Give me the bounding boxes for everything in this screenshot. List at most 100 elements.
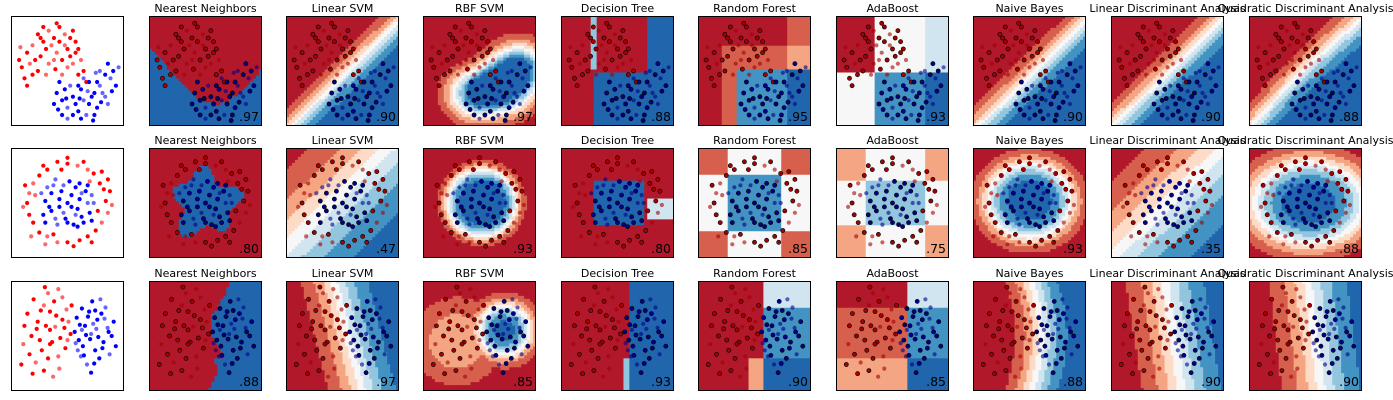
surface-cell bbox=[291, 30, 296, 35]
surface-cell bbox=[479, 111, 484, 115]
surface-cell bbox=[587, 84, 592, 88]
surface-cell bbox=[581, 123, 586, 126]
surface-cell bbox=[449, 96, 454, 100]
surface-cell bbox=[563, 105, 568, 109]
surface-cell bbox=[226, 30, 230, 35]
surface-cell bbox=[563, 75, 568, 80]
surface-cell bbox=[178, 66, 183, 71]
surface-cell bbox=[351, 87, 355, 91]
surface-cell bbox=[437, 69, 442, 74]
surface-cell bbox=[318, 81, 323, 85]
surface-cell bbox=[244, 114, 248, 118]
surface-cell bbox=[473, 36, 478, 41]
surface-cell bbox=[345, 123, 350, 126]
panel-rbf-svm-row-1: RBF SVM.97 bbox=[423, 2, 536, 126]
surface-cell bbox=[387, 78, 391, 82]
surface-cell bbox=[250, 108, 254, 112]
surface-cell bbox=[312, 117, 317, 121]
surface-cell bbox=[425, 54, 430, 59]
surface-cell bbox=[220, 84, 224, 88]
surface-cell bbox=[434, 51, 439, 56]
surface-cell bbox=[476, 108, 481, 112]
surface-cell bbox=[360, 36, 364, 41]
surface-cell bbox=[187, 66, 192, 71]
surface-cell bbox=[428, 102, 433, 106]
surface-cell bbox=[366, 48, 370, 53]
surface-cell bbox=[187, 108, 192, 112]
surface-cell bbox=[452, 96, 457, 100]
surface-cell bbox=[584, 90, 589, 94]
surface-cell bbox=[455, 75, 460, 80]
surface-cell bbox=[506, 51, 510, 56]
surface-cell bbox=[566, 39, 571, 44]
surface-cell bbox=[372, 27, 376, 32]
surface-cell bbox=[339, 90, 344, 94]
surface-cell bbox=[348, 117, 353, 121]
surface-cell bbox=[259, 63, 262, 68]
surface-cell bbox=[247, 105, 251, 109]
surface-cell bbox=[291, 84, 296, 88]
surface-cell bbox=[381, 99, 385, 103]
surface-cell bbox=[178, 57, 183, 62]
surface-cell bbox=[250, 117, 254, 121]
surface-cell bbox=[378, 102, 382, 106]
surface-cell bbox=[378, 18, 382, 23]
surface-cell bbox=[330, 27, 335, 32]
surface-cell bbox=[587, 108, 592, 112]
surface-cell bbox=[449, 51, 454, 56]
surface-cell bbox=[431, 30, 436, 35]
surface-cell bbox=[294, 33, 299, 38]
surface-cell bbox=[461, 51, 466, 56]
surface-cell bbox=[172, 42, 177, 47]
surface-cell bbox=[360, 84, 364, 88]
surface-cell bbox=[339, 93, 344, 97]
surface-cell bbox=[566, 102, 571, 106]
surface-cell bbox=[387, 81, 391, 85]
surface-cell bbox=[193, 84, 198, 88]
surface-cell bbox=[324, 84, 329, 88]
surface-cell bbox=[440, 123, 445, 126]
surface-cell bbox=[566, 99, 571, 103]
surface-cell bbox=[369, 39, 373, 44]
surface-cell bbox=[229, 36, 233, 41]
surface-cell bbox=[309, 87, 314, 91]
surface-cell bbox=[482, 81, 487, 85]
surface-cell bbox=[569, 114, 574, 118]
surface-cell bbox=[393, 39, 397, 44]
surface-cell bbox=[154, 99, 159, 103]
surface-cell bbox=[437, 123, 442, 126]
surface-cell bbox=[396, 27, 399, 32]
data-point-blue-test bbox=[238, 90, 243, 96]
surface-cell bbox=[518, 120, 522, 124]
surface-cell bbox=[434, 111, 439, 115]
surface-cell bbox=[190, 72, 195, 77]
surface-cell bbox=[202, 36, 207, 41]
surface-cell bbox=[345, 24, 350, 29]
surface-cell bbox=[470, 87, 475, 91]
surface-cell bbox=[533, 69, 536, 74]
surface-cell bbox=[473, 21, 478, 26]
surface-cell bbox=[336, 51, 341, 56]
surface-cell bbox=[575, 78, 580, 82]
surface-cell bbox=[238, 36, 242, 41]
panel-decision-tree-row-1: Decision Tree.88 bbox=[561, 2, 674, 126]
surface-cell bbox=[375, 75, 379, 80]
surface-cell bbox=[211, 57, 216, 62]
surface-cell bbox=[297, 93, 302, 97]
surface-cell bbox=[458, 96, 463, 100]
surface-cell bbox=[375, 33, 379, 38]
surface-cell bbox=[423, 90, 427, 94]
surface-cell bbox=[151, 45, 156, 50]
surface-cell bbox=[423, 105, 427, 109]
surface-cell bbox=[294, 111, 299, 115]
surface-cell bbox=[149, 21, 153, 26]
surface-cell bbox=[476, 84, 481, 88]
surface-cell bbox=[485, 75, 490, 80]
surface-cell bbox=[360, 69, 364, 74]
surface-cell bbox=[339, 60, 344, 65]
surface-cell bbox=[527, 87, 531, 91]
surface-cell bbox=[563, 24, 568, 29]
surface-cell bbox=[211, 60, 216, 65]
surface-cell bbox=[214, 57, 218, 62]
data-point-red-train bbox=[479, 53, 485, 59]
